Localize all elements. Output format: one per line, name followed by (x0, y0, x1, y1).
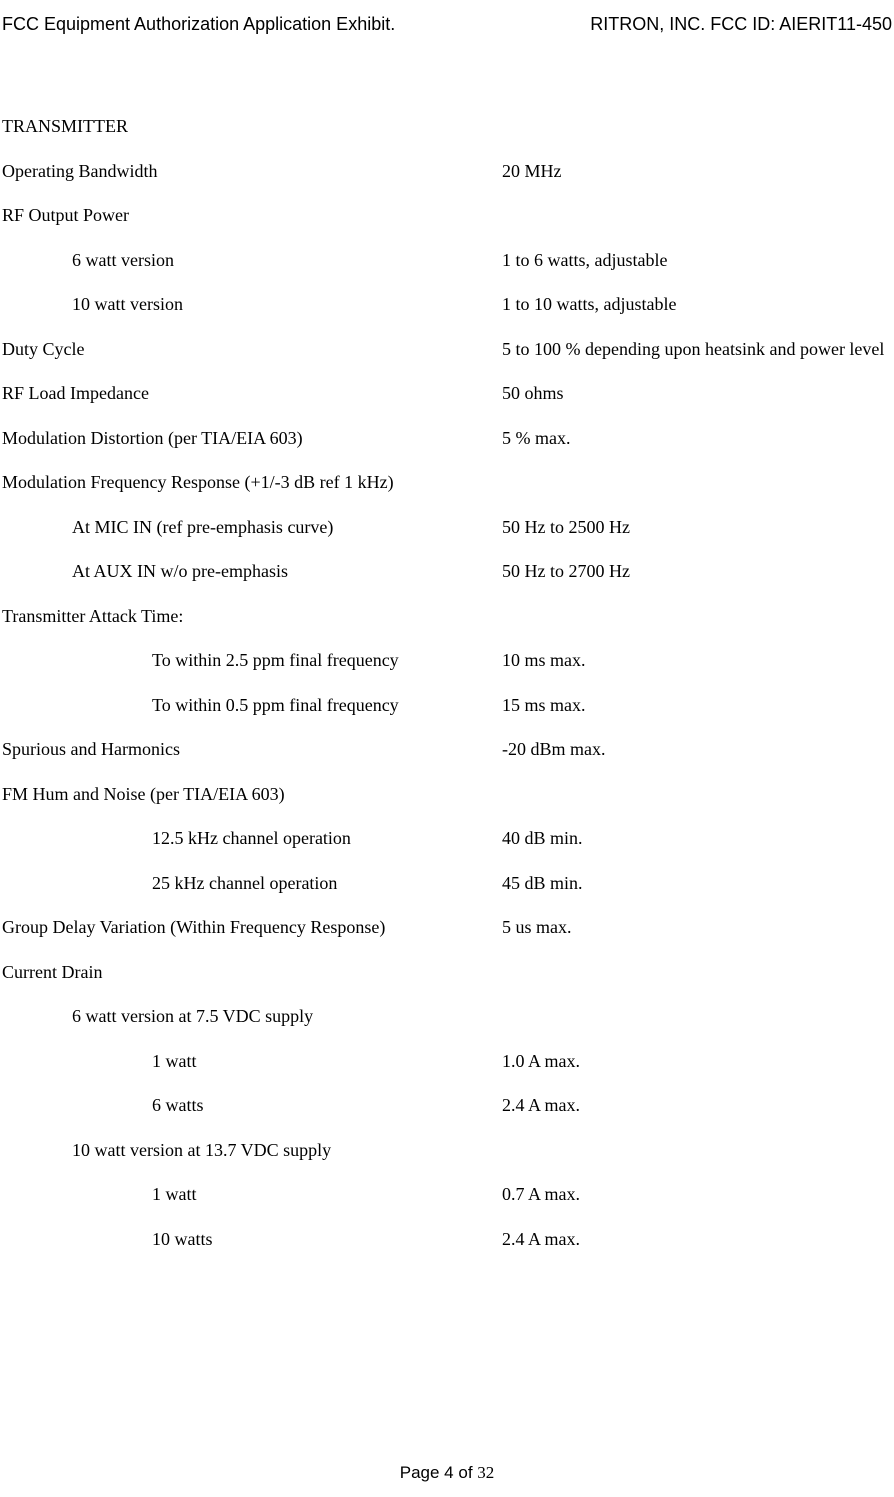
spec-value (502, 783, 892, 806)
spec-value: 10 ms max. (502, 649, 892, 672)
spec-value: 50 Hz to 2700 Hz (502, 560, 892, 583)
page-footer: Page 4 of 32 (0, 1463, 894, 1483)
spec-row: At MIC IN (ref pre-emphasis curve)50 Hz … (2, 516, 892, 539)
spec-label: 10 watt version (2, 293, 502, 316)
spec-row: 6 watt version1 to 6 watts, adjustable (2, 249, 892, 272)
spec-label: Spurious and Harmonics (2, 738, 502, 761)
spec-row: Spurious and Harmonics-20 dBm max. (2, 738, 892, 761)
spec-value: 1 to 10 watts, adjustable (502, 293, 892, 316)
spec-value (502, 605, 892, 628)
spec-value: 20 MHz (502, 160, 892, 183)
spec-row: Group Delay Variation (Within Frequency … (2, 916, 892, 939)
spec-row: 6 watt version at 7.5 VDC supply (2, 1005, 892, 1028)
spec-row: 1 watt1.0 A max. (2, 1050, 892, 1073)
spec-label: Modulation Frequency Response (+1/-3 dB … (2, 471, 502, 494)
spec-row: Transmitter Attack Time: (2, 605, 892, 628)
spec-label: Duty Cycle (2, 338, 502, 361)
spec-row: Duty Cycle5 to 100 % depending upon heat… (2, 338, 892, 361)
spec-value: 5 us max. (502, 916, 892, 939)
spec-value: 50 Hz to 2500 Hz (502, 516, 892, 539)
spec-label: Current Drain (2, 961, 502, 984)
spec-label: Operating Bandwidth (2, 160, 502, 183)
footer-prefix: Page (400, 1463, 444, 1482)
header-company-prefix: RITRON, INC. FCC ID: (590, 14, 779, 34)
spec-label: RF Output Power (2, 204, 502, 227)
spec-row: Operating Bandwidth20 MHz (2, 160, 892, 183)
spec-label: 10 watt version at 13.7 VDC supply (2, 1139, 502, 1162)
spec-label: 10 watts (2, 1228, 502, 1251)
spec-label: 1 watt (2, 1183, 502, 1206)
spec-row: To within 0.5 ppm final frequency15 ms m… (2, 694, 892, 717)
spec-value (502, 204, 892, 227)
section-title: TRANSMITTER (2, 115, 502, 138)
spec-value: 2.4 A max. (502, 1228, 892, 1251)
spec-value: 0.7 A max. (502, 1183, 892, 1206)
footer-current-page: 4 (444, 1463, 453, 1482)
header-right-text: RITRON, INC. FCC ID: AIERIT11-450 (590, 14, 892, 35)
spec-row: 10 watt version1 to 10 watts, adjustable (2, 293, 892, 316)
spec-label: Transmitter Attack Time: (2, 605, 502, 628)
spec-row: To within 2.5 ppm final frequency10 ms m… (2, 649, 892, 672)
spec-row: 1 watt0.7 A max. (2, 1183, 892, 1206)
spec-row: 6 watts2.4 A max. (2, 1094, 892, 1117)
spec-label: Group Delay Variation (Within Frequency … (2, 916, 502, 939)
spec-row: RF Output Power (2, 204, 892, 227)
spec-value: 1.0 A max. (502, 1050, 892, 1073)
footer-of: of (454, 1463, 478, 1482)
content-area: TRANSMITTER Operating Bandwidth20 MHzRF … (2, 115, 892, 1272)
spec-row: 12.5 kHz channel operation40 dB min. (2, 827, 892, 850)
spec-label: To within 0.5 ppm final frequency (2, 694, 502, 717)
spec-label: RF Load Impedance (2, 382, 502, 405)
spec-label: 6 watt version (2, 249, 502, 272)
spec-value (502, 1005, 892, 1028)
spec-value: 1 to 6 watts, adjustable (502, 249, 892, 272)
spec-value: 45 dB min. (502, 872, 892, 895)
spec-value: -20 dBm max. (502, 738, 892, 761)
spec-row: 10 watts2.4 A max. (2, 1228, 892, 1251)
spec-value: 40 dB min. (502, 827, 892, 850)
spec-row: At AUX IN w/o pre-emphasis50 Hz to 2700 … (2, 560, 892, 583)
section-title-row: TRANSMITTER (2, 115, 892, 138)
spec-row: 25 kHz channel operation45 dB min. (2, 872, 892, 895)
spec-value (502, 961, 892, 984)
spec-row: RF Load Impedance50 ohms (2, 382, 892, 405)
spec-row: FM Hum and Noise (per TIA/EIA 603) (2, 783, 892, 806)
spec-label: Modulation Distortion (per TIA/EIA 603) (2, 427, 502, 450)
spec-label: At AUX IN w/o pre-emphasis (2, 560, 502, 583)
footer-total-pages: 32 (477, 1463, 494, 1482)
spec-label: At MIC IN (ref pre-emphasis curve) (2, 516, 502, 539)
spec-row: Modulation Frequency Response (+1/-3 dB … (2, 471, 892, 494)
spec-value: 5 % max. (502, 427, 892, 450)
spec-label: To within 2.5 ppm final frequency (2, 649, 502, 672)
spec-label: 25 kHz channel operation (2, 872, 502, 895)
header-fcc-id: AIERIT11-450 (779, 14, 892, 34)
document-page: FCC Equipment Authorization Application … (0, 0, 894, 1497)
spec-value: 2.4 A max. (502, 1094, 892, 1117)
spec-label: 6 watts (2, 1094, 502, 1117)
spec-value (502, 1139, 892, 1162)
spec-label: FM Hum and Noise (per TIA/EIA 603) (2, 783, 502, 806)
spec-row: Modulation Distortion (per TIA/EIA 603)5… (2, 427, 892, 450)
spec-table: Operating Bandwidth20 MHzRF Output Power… (2, 160, 892, 1251)
header-left-text: FCC Equipment Authorization Application … (2, 14, 395, 35)
spec-row: 10 watt version at 13.7 VDC supply (2, 1139, 892, 1162)
spec-value: 15 ms max. (502, 694, 892, 717)
spec-label: 6 watt version at 7.5 VDC supply (2, 1005, 502, 1028)
spec-value (502, 471, 892, 494)
spec-label: 12.5 kHz channel operation (2, 827, 502, 850)
spec-row: Current Drain (2, 961, 892, 984)
spec-value: 5 to 100 % depending upon heatsink and p… (502, 338, 892, 361)
spec-label: 1 watt (2, 1050, 502, 1073)
spec-value: 50 ohms (502, 382, 892, 405)
